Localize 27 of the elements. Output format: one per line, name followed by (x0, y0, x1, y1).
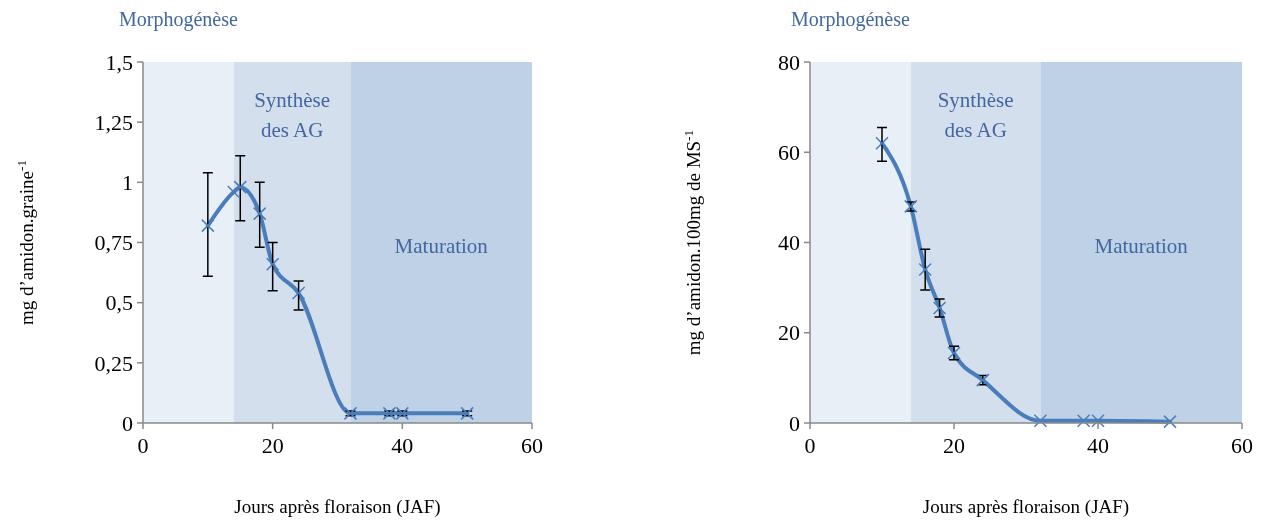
y-tick-label: 20 (778, 320, 800, 346)
x-tick-label: 40 (1087, 433, 1109, 458)
band-label: Synthèse des AG (937, 88, 1014, 142)
x-tick-label: 20 (943, 433, 965, 458)
band-label: Morphogénèse (118, 8, 238, 31)
band-label: Maturation (1094, 234, 1189, 259)
x-tick-label: 60 (521, 433, 543, 458)
x-tick-label: 40 (391, 433, 414, 458)
y-tick-label: 0,5 (105, 290, 133, 316)
band-label: Synthèse des AG (254, 88, 331, 142)
y-tick-label: 1,5 (105, 49, 133, 75)
y-tick-label: 60 (778, 139, 800, 165)
x-tick-label: 20 (261, 433, 284, 458)
y-tick-label: 40 (778, 230, 800, 256)
y-tick-label: 0 (789, 410, 800, 436)
band-label: Maturation (394, 234, 489, 259)
x-axis-title: Jours après floraison (JAF) (234, 496, 441, 518)
y-tick-label: 1,25 (94, 109, 133, 135)
y-tick-label: 0 (122, 410, 133, 436)
y-tick-label: 80 (778, 49, 800, 75)
y-tick-label: 0,75 (94, 230, 133, 256)
y-tick-label: 1 (122, 170, 133, 196)
band-label: Morphogénèse (790, 8, 910, 31)
x-axis-title: Jours après floraison (JAF) (922, 496, 1130, 518)
y-tick-label: 0,25 (94, 350, 133, 376)
x-tick-label: 60 (1231, 433, 1253, 458)
x-tick-label: 0 (804, 433, 816, 458)
